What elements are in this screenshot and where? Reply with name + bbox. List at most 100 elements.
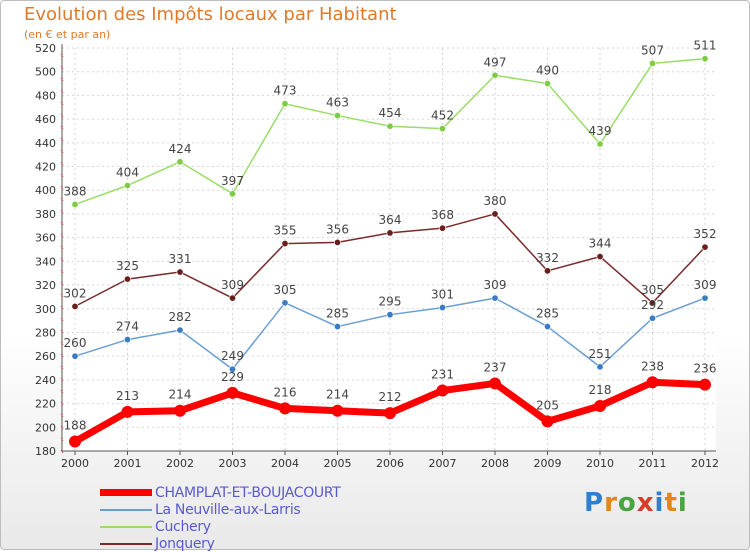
axis-accent: [60, 305, 64, 310]
x-tick-label: 2009: [534, 457, 562, 470]
legend-swatch: [100, 525, 152, 528]
data-label: 352: [694, 227, 717, 241]
legend-swatch: [100, 489, 152, 496]
data-label: 511: [694, 39, 717, 53]
data-label: 229: [221, 370, 244, 384]
data-point-2: [386, 122, 394, 130]
y-tick-label: 200: [35, 421, 56, 434]
data-point-2: [176, 158, 184, 166]
data-label: 214: [326, 388, 349, 402]
y-tick-label: 380: [35, 208, 56, 221]
data-point-0: [331, 404, 344, 417]
y-tick-label: 340: [35, 255, 56, 268]
data-label: 463: [326, 96, 349, 110]
data-label: 212: [379, 390, 402, 404]
data-point-2: [124, 181, 132, 189]
data-label: 302: [64, 286, 87, 300]
y-tick-label: 480: [35, 89, 56, 102]
data-point-2: [543, 80, 551, 88]
y-tick-label: 260: [35, 350, 56, 363]
data-point-0: [384, 407, 396, 420]
proxiti-logo: Proxiti: [584, 488, 688, 518]
y-tick-label: 240: [35, 374, 56, 387]
y-tick-label: 280: [35, 326, 56, 339]
legend-swatch: [100, 508, 152, 511]
data-label: 218: [589, 383, 612, 397]
plot-area: [62, 48, 716, 451]
x-tick-label: 2006: [376, 457, 404, 470]
data-label: 309: [221, 278, 244, 292]
data-point-1: [176, 326, 184, 334]
x-tick-label: 2008: [481, 457, 509, 470]
data-point-2: [701, 55, 709, 63]
x-tick-label: 2007: [429, 457, 457, 470]
axis-accent: [60, 281, 64, 286]
axis-accent: [60, 293, 64, 298]
data-label: 295: [379, 295, 402, 309]
data-label: 473: [274, 84, 297, 98]
data-point-0: [594, 399, 606, 412]
data-label: 274: [116, 320, 139, 334]
data-label: 454: [379, 106, 402, 120]
legend-item: La Neuville-aux-Larris: [100, 501, 341, 518]
data-point-0: [279, 402, 291, 415]
legend-label: Jonquery: [155, 535, 215, 552]
data-label: 497: [484, 55, 507, 69]
data-label: 331: [169, 252, 192, 266]
data-label: 237: [484, 360, 507, 374]
legend-label: Cuchery: [155, 518, 211, 535]
axis-accent: [60, 149, 64, 154]
data-label: 380: [484, 194, 507, 208]
data-point-2: [491, 71, 499, 79]
x-tick-label: 2011: [639, 457, 667, 470]
data-label: 205: [536, 398, 559, 412]
data-point-1: [333, 323, 341, 331]
data-label: 309: [484, 278, 507, 292]
data-point-0: [541, 415, 554, 428]
data-point-3: [124, 275, 132, 283]
axis-accent: [60, 317, 64, 322]
data-point-1: [701, 294, 709, 302]
data-label: 507: [641, 43, 664, 57]
x-tick-label: 2004: [271, 457, 299, 470]
axis-accent: [60, 245, 64, 250]
axis-accent: [60, 425, 64, 430]
axis-accent: [60, 101, 64, 106]
axis-accent: [60, 233, 64, 238]
chart-legend: CHAMPLAT-ET-BOUJACOURT La Neuville-aux-La…: [100, 484, 341, 552]
data-point-3: [71, 302, 79, 310]
y-tick-label: 220: [35, 398, 56, 411]
axis-accent: [60, 161, 64, 166]
data-label: 249: [221, 349, 244, 363]
axis-accent: [60, 209, 64, 214]
data-label: 282: [169, 310, 192, 324]
data-label: 397: [221, 174, 244, 188]
axis-accent: [60, 341, 64, 346]
legend-item: CHAMPLAT-ET-BOUJACOURT: [100, 484, 341, 501]
data-point-0: [121, 405, 134, 418]
data-point-0: [489, 377, 501, 390]
data-label: 238: [641, 359, 664, 373]
axis-accent: [60, 173, 64, 178]
data-label: 292: [641, 298, 664, 312]
axis-accent: [60, 113, 64, 118]
data-label: 452: [431, 109, 454, 123]
x-tick-label: 2001: [114, 457, 142, 470]
y-tick-label: 400: [35, 184, 56, 197]
data-point-2: [333, 112, 341, 120]
data-point-3: [491, 210, 499, 218]
x-tick-label: 2012: [691, 457, 719, 470]
data-point-2: [648, 59, 656, 67]
data-label: 231: [431, 368, 454, 382]
legend-item: Jonquery: [100, 535, 341, 552]
data-point-0: [436, 384, 449, 397]
axis-accent: [60, 125, 64, 130]
axis-accent: [60, 353, 64, 358]
data-label: 404: [116, 165, 139, 179]
data-point-3: [333, 238, 341, 246]
axis-accent: [60, 413, 64, 418]
data-label: 305: [641, 283, 664, 297]
chart-subtitle: (en € et par an): [24, 28, 111, 41]
data-label: 213: [116, 389, 139, 403]
x-tick-label: 2000: [61, 457, 89, 470]
